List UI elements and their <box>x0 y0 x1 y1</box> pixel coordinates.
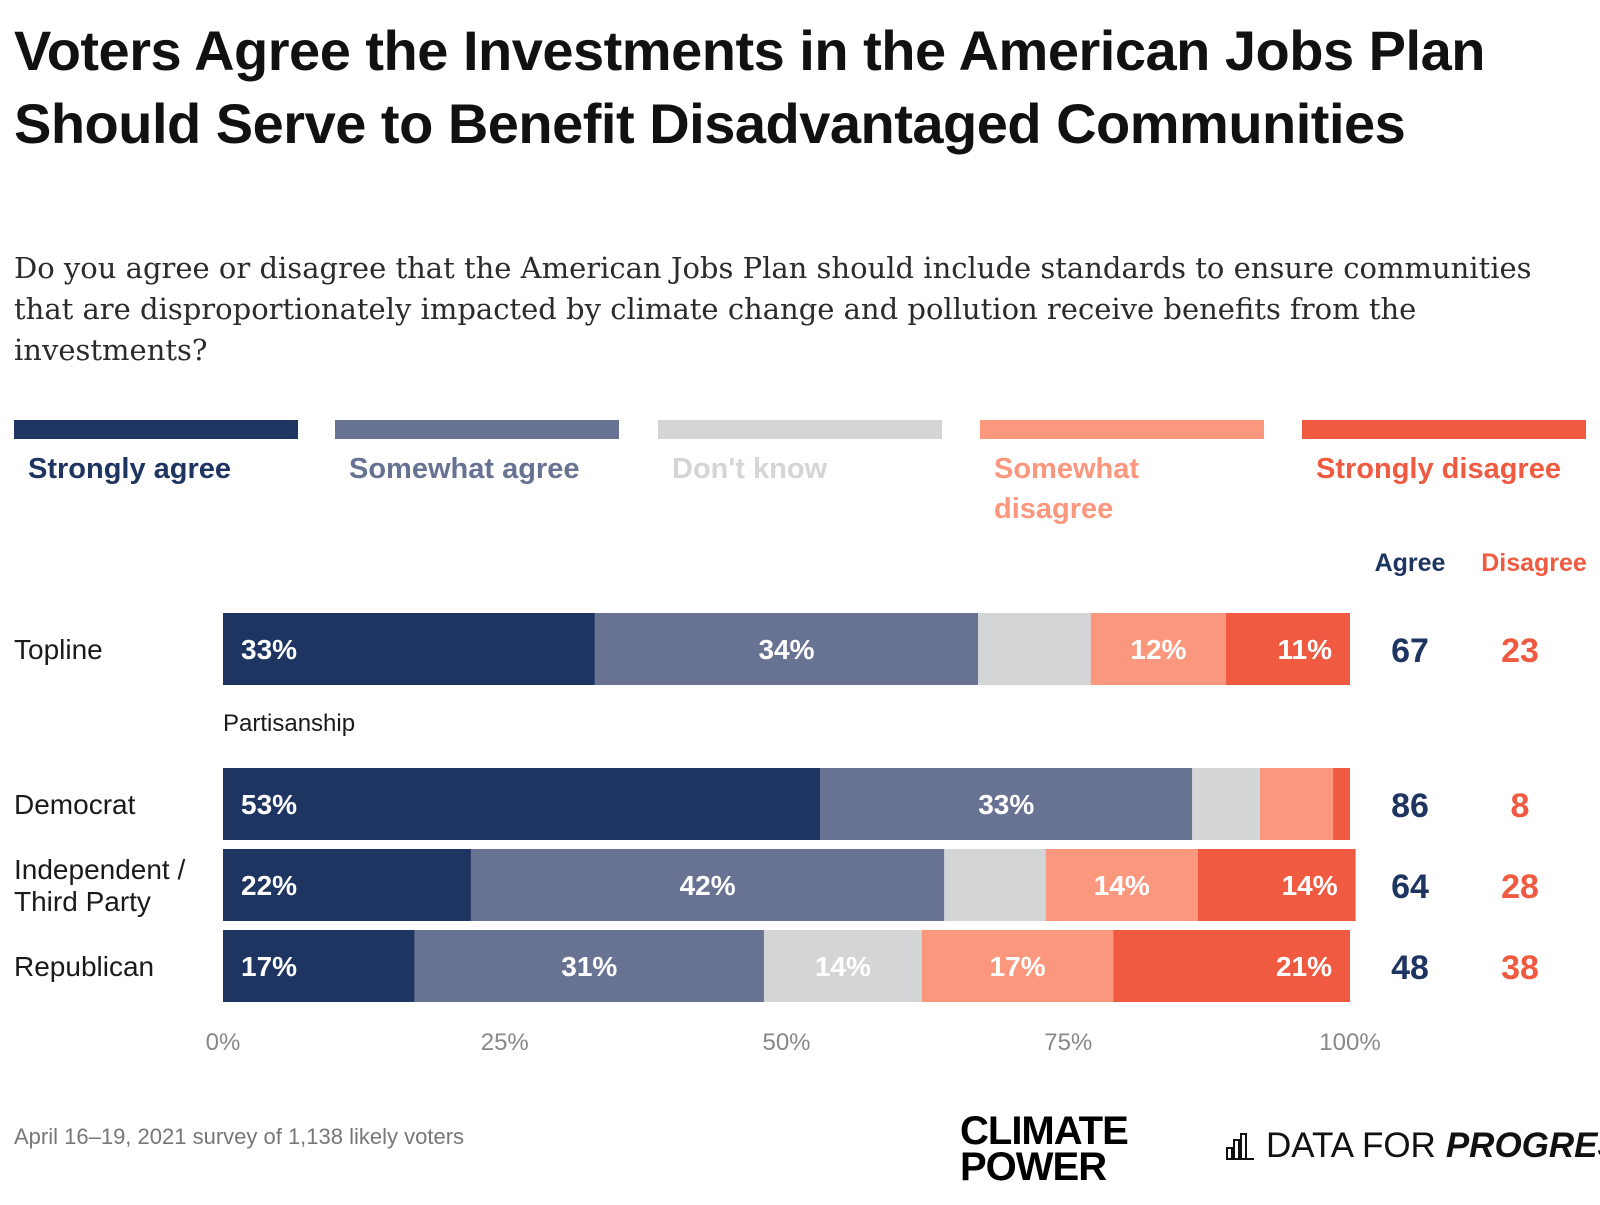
legend-label: Strongly agree <box>28 453 232 485</box>
legend-swatch <box>335 420 619 439</box>
bar-data-label: 53% <box>241 789 297 820</box>
bar-data-label: 22% <box>241 870 297 901</box>
bar-segment <box>978 613 1091 685</box>
dfp-logo-text: DATA FOR <box>1266 1126 1436 1165</box>
bar-segment <box>223 613 595 685</box>
survey-footnote: April 16–19, 2021 survey of 1,138 likely… <box>14 1124 465 1149</box>
legend-swatch <box>1302 420 1586 439</box>
bar-segment <box>763 930 922 1002</box>
bar-segment <box>223 768 821 840</box>
legend-label: Strongly disagree <box>1316 453 1561 485</box>
bar-data-label: 11% <box>1278 634 1333 665</box>
bar-data-label: 42% <box>680 870 736 901</box>
agree-total: 67 <box>1391 632 1429 670</box>
category-label: Topline <box>14 634 103 665</box>
climate-power-logo-line1: CLIMATE <box>960 1109 1129 1153</box>
category-label: Independent / Third Party <box>14 854 185 917</box>
bar-data-label: 14% <box>815 951 871 982</box>
bar-segment <box>470 849 945 921</box>
chart-subtitle: Do you agree or disagree that the Americ… <box>14 251 1532 367</box>
disagree-total: 28 <box>1501 868 1539 906</box>
bar-segment <box>223 930 415 1002</box>
bar-data-label: 17% <box>990 951 1046 982</box>
agree-total: 48 <box>1391 949 1429 987</box>
bar-data-label: 14% <box>1094 870 1150 901</box>
bar-segment <box>1333 768 1350 840</box>
dfp-logo-emphasis: PROGRESS <box>1445 1126 1600 1165</box>
bar-segment <box>1192 768 1260 840</box>
chart-title: Voters Agree the Investments in the Amer… <box>14 19 1485 155</box>
stacked-bar-chart: Agree Disagree Partisanship Topline 33% 34% 12… <box>14 549 1587 1056</box>
bar-chart-icon <box>1226 1133 1254 1160</box>
disagree-total: 23 <box>1501 632 1539 670</box>
legend-item: Somewhat agree <box>335 420 619 489</box>
bar-segment <box>820 768 1193 840</box>
x-axis-tick-label: 75% <box>1044 1029 1092 1056</box>
agree-total: 86 <box>1391 787 1429 825</box>
legend-swatch <box>658 420 942 439</box>
agree-column-header: Agree <box>1375 549 1446 577</box>
bar-segment <box>1113 930 1350 1002</box>
bar-data-label: 33% <box>978 789 1034 820</box>
bar-data-label: 17% <box>241 951 297 982</box>
bar-data-label: 33% <box>241 634 297 665</box>
disagree-total: 8 <box>1511 787 1530 825</box>
bar-segment <box>1045 849 1198 921</box>
legend-item: Strongly disagree <box>1302 420 1586 489</box>
bar-segment <box>1226 613 1350 685</box>
bar-data-label: 34% <box>758 634 814 665</box>
climate-power-logo: CLIMATE POWER <box>960 1109 1129 1189</box>
legend-item: Don't know <box>658 420 942 489</box>
x-axis-tick-label: 50% <box>762 1029 810 1056</box>
group-label-partisanship: Partisanship <box>223 710 355 737</box>
bar-segment <box>1259 768 1334 840</box>
legend-label: Somewhat disagree <box>994 453 1140 525</box>
legend-swatch <box>980 420 1264 439</box>
legend-swatch <box>14 420 298 439</box>
disagree-total: 38 <box>1501 949 1539 987</box>
disagree-column-header: Disagree <box>1481 549 1587 577</box>
bar-data-label: 12% <box>1130 634 1186 665</box>
bar-data-label: 31% <box>561 951 617 982</box>
data-for-progress-logo: DATA FOR PROGRESS <box>1226 1126 1600 1166</box>
category-label: Democrat <box>14 789 136 820</box>
bar-segment <box>223 849 471 921</box>
x-axis-tick-label: 100% <box>1319 1029 1380 1056</box>
bar-segment <box>1197 849 1356 921</box>
legend-label: Somewhat agree <box>349 453 580 485</box>
bar-segment <box>921 930 1114 1002</box>
bar-data-label: 21% <box>1276 951 1332 982</box>
legend-item: Somewhat disagree <box>980 420 1264 529</box>
bar-data-label: 14% <box>1282 870 1338 901</box>
agree-total: 64 <box>1391 868 1429 906</box>
x-axis-tick-label: 25% <box>481 1029 529 1056</box>
climate-power-logo-line2: POWER <box>960 1145 1107 1189</box>
bar-segment <box>414 930 764 1002</box>
bar-segment <box>944 849 1046 921</box>
legend-item: Strongly agree <box>14 420 298 489</box>
bar-segment <box>1090 613 1227 685</box>
x-axis-tick-label: 0% <box>206 1029 241 1056</box>
category-label: Republican <box>14 951 154 982</box>
legend-label: Don't know <box>672 453 828 485</box>
bar-segment <box>594 613 979 685</box>
